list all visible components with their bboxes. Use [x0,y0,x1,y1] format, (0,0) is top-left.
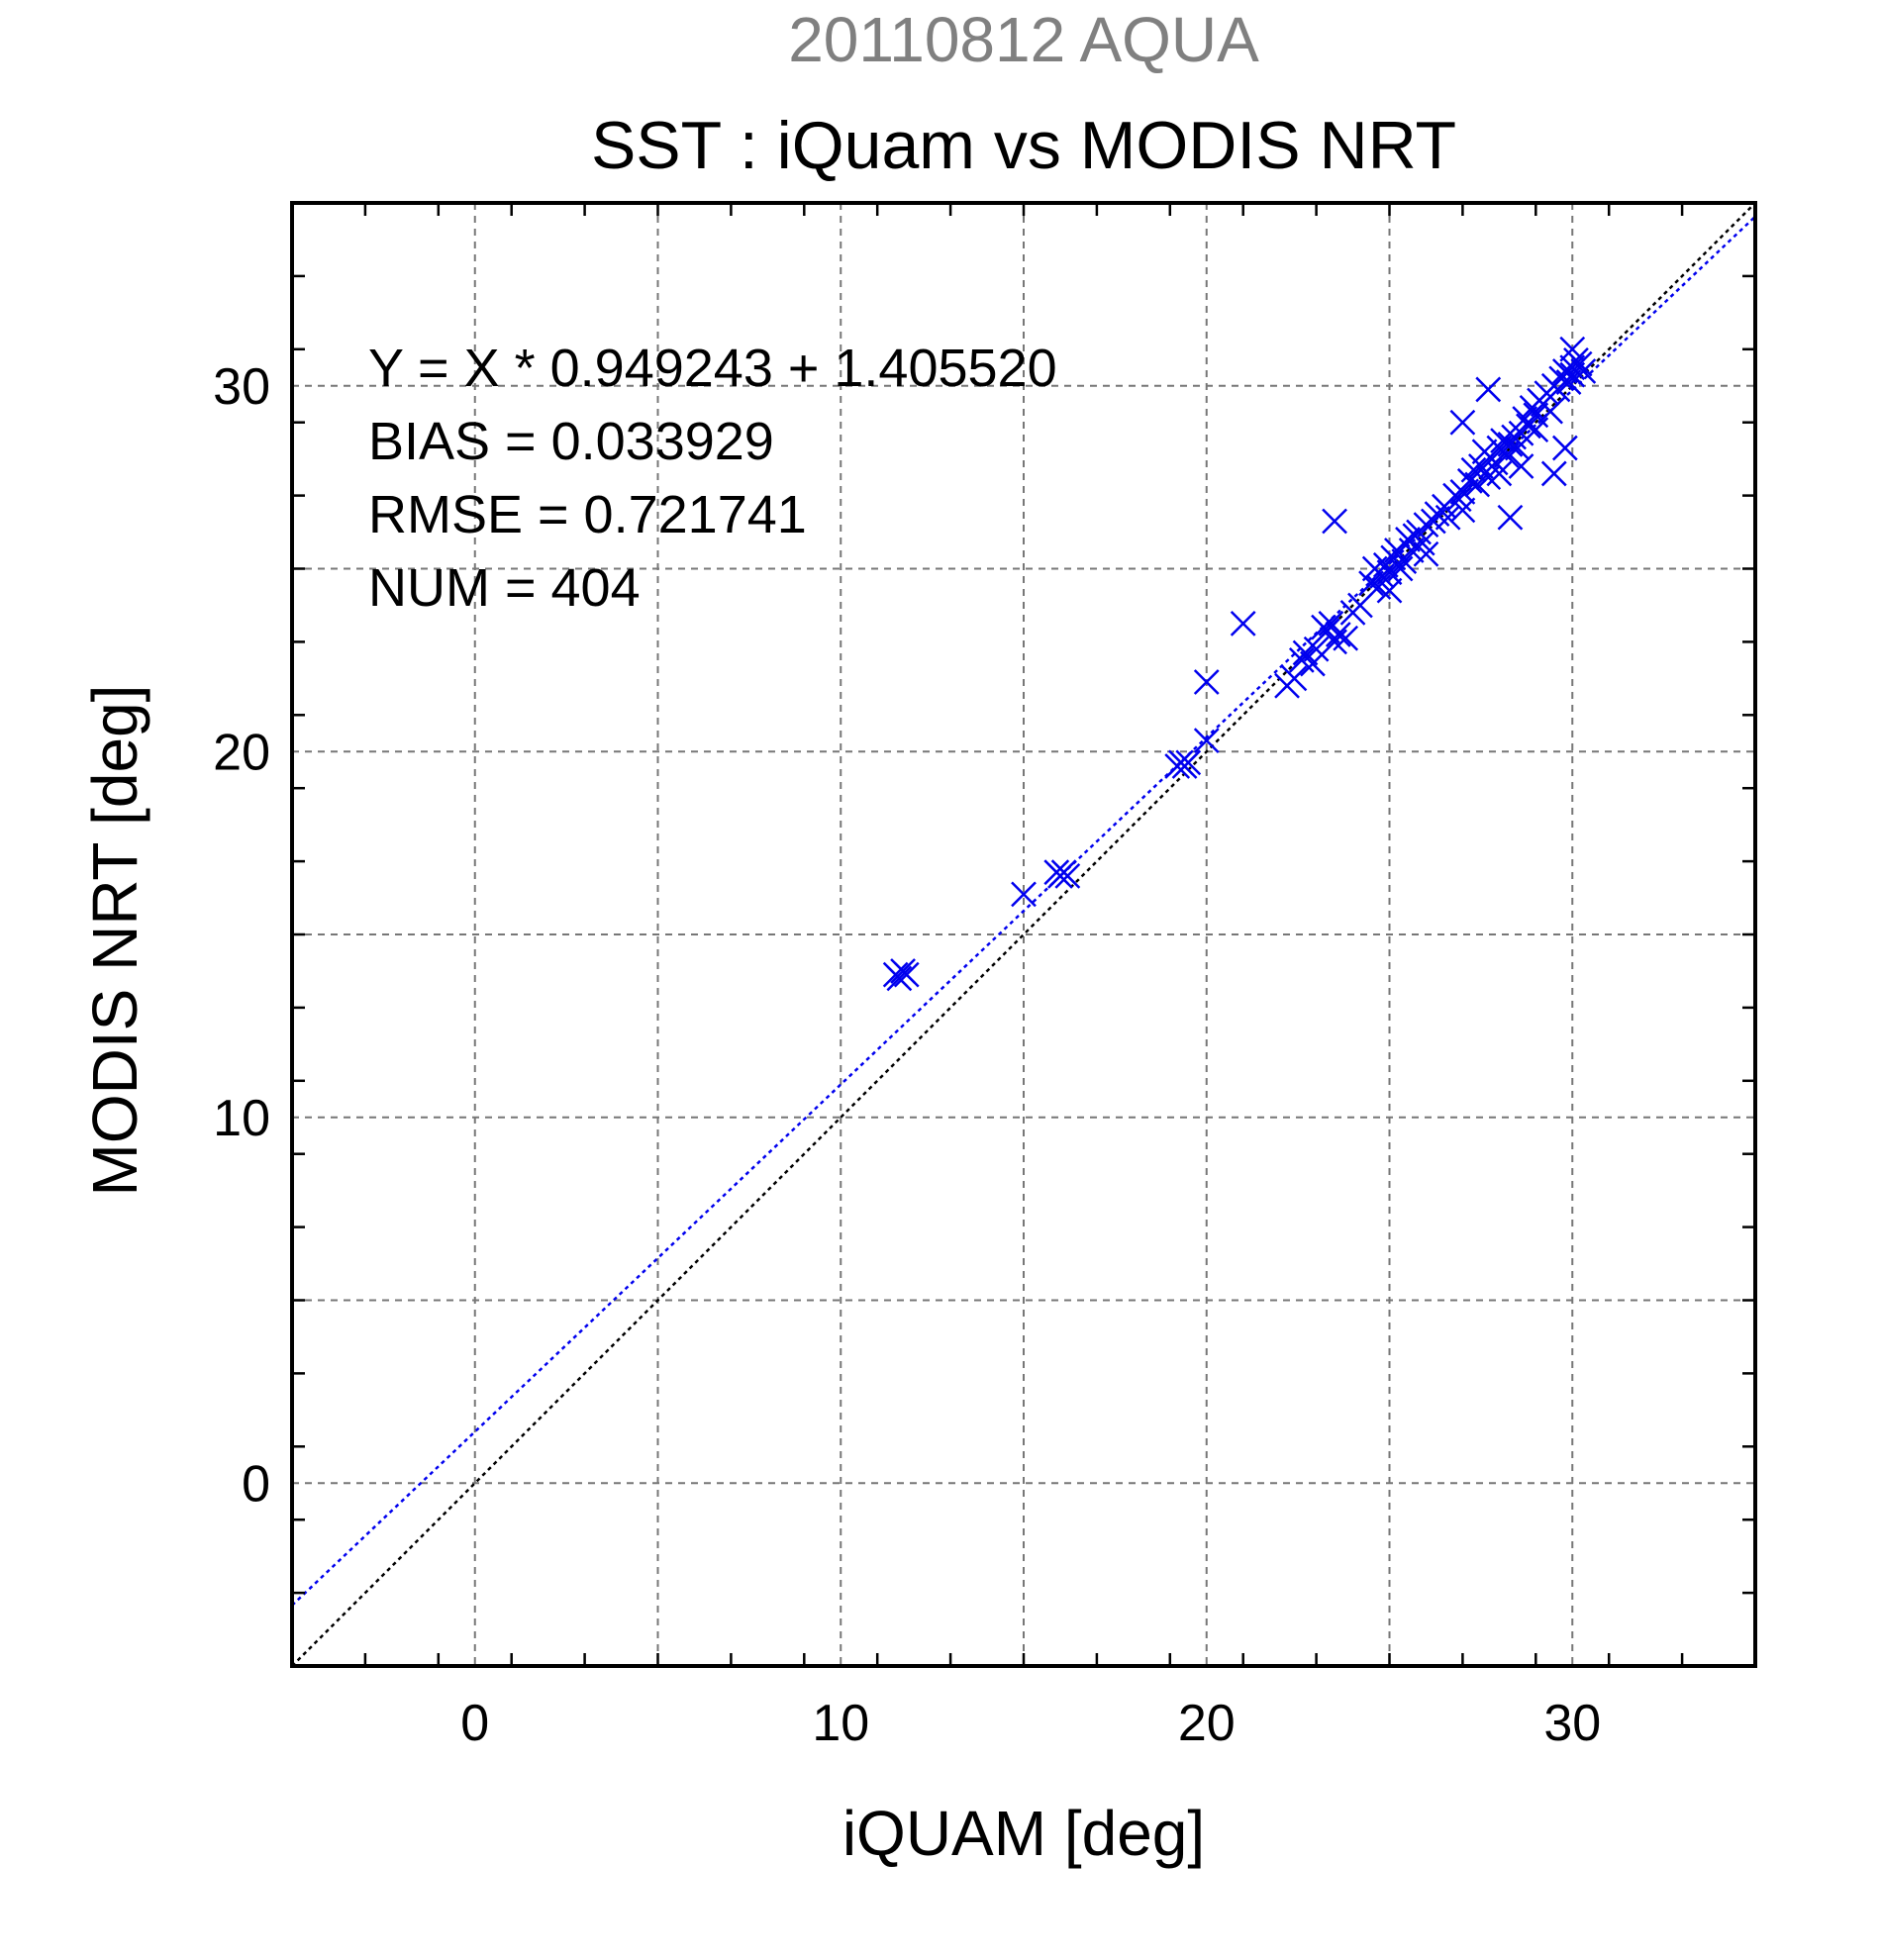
data-point-marker [1358,570,1384,597]
data-point-marker [1537,398,1563,425]
y-tick-label: 20 [213,724,270,781]
data-point-marker [1449,497,1476,524]
data-point-marker [1322,508,1347,535]
stats-line: RMSE = 0.721741 [368,485,807,544]
y-tick-label: 30 [213,358,270,416]
data-point-marker [1497,504,1524,531]
data-points [882,336,1597,992]
x-axis-label: iQUAM [deg] [842,1798,1205,1869]
data-point-marker [1281,665,1308,692]
data-point-marker [886,965,913,992]
x-tick-label: 10 [812,1695,869,1752]
data-point-marker [1420,508,1446,535]
stats-line: NUM = 404 [368,558,641,618]
plot-frame [290,201,1757,1668]
data-point-marker [1193,669,1220,695]
stats-block: Y = X * 0.949243 + 1.405520 BIAS = 0.0339… [368,339,1057,618]
data-point-marker [1540,460,1567,487]
data-point-marker [1387,555,1414,582]
data-point-marker [1300,650,1326,677]
data-point-marker [1333,625,1359,651]
data-point-marker [1435,504,1461,531]
data-point-marker [1555,369,1582,395]
data-point-marker [1175,749,1202,776]
data-point-marker [1449,409,1476,436]
data-point-marker [1559,336,1586,362]
y-tick-label: 10 [213,1090,270,1147]
data-point-marker [1566,350,1593,377]
y-axis-label: MODIS NRT [deg] [79,685,150,1197]
x-tick-label: 0 [460,1695,489,1752]
data-point-marker [1413,540,1439,567]
stats-line: Y = X * 0.949243 + 1.405520 [368,339,1057,398]
data-point-marker [1460,456,1487,483]
data-point-marker [1486,460,1513,487]
x-tick-label: 20 [1178,1695,1236,1752]
data-point-marker [1230,611,1256,637]
stats-line: BIAS = 0.033929 [368,412,774,471]
data-point-marker [893,961,920,988]
data-point-marker [1523,417,1549,442]
data-point-marker [1193,728,1220,754]
chart-supertitle: 20110812 AQUA [788,4,1259,75]
y-tick-label: 0 [242,1455,270,1513]
data-point-marker [1054,862,1081,889]
data-point-marker [1570,358,1597,384]
data-point-marker [1508,453,1534,479]
x-tick-label: 30 [1543,1695,1601,1752]
chart-title: SST : iQuam vs MODIS NRT [591,108,1456,183]
data-point-marker [1376,577,1403,604]
data-point-marker [1449,479,1476,505]
data-point-marker [1551,435,1578,461]
data-point-marker [1398,538,1425,563]
data-point-marker [1011,881,1037,908]
tick-labels: 0 10 20 30 0 10 20 30 [213,358,1601,1752]
data-point-marker [1303,636,1330,662]
data-point-marker [1325,622,1351,647]
data-point-marker [1475,376,1502,403]
